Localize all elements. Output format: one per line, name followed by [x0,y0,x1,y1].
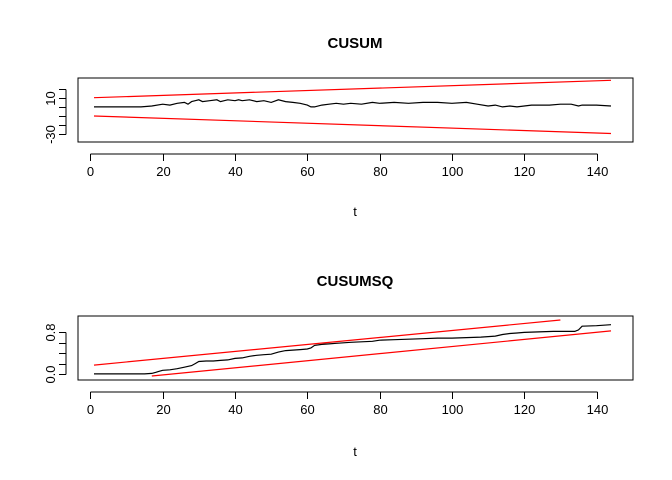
cusumsq-title: CUSUMSQ [317,273,394,290]
cusumsq-panel: CUSUMSQ 0 20 40 60 80 100 120 140 0.0 0.8 t [43,273,634,459]
cusumsq-series-layer [93,319,612,377]
cusumsq-x-tick-label: 20 [156,402,170,417]
cusumsq-x-tick-label: 0 [87,402,94,417]
cusum-x-axis-label: t [353,204,357,219]
cusum-plot-box [77,77,634,143]
cusum-series-layer [93,79,612,135]
cusum-boundary-line-1 [93,79,612,99]
cusum-x-tick-label: 100 [442,164,464,179]
cusumsq-x-tick-label: 60 [300,402,314,417]
cusum-y-tick-label: 10 [43,91,58,105]
cusumsq-x-tick-label: 80 [373,402,387,417]
cusum-x-tick-label: 20 [156,164,170,179]
cusumsq-x-tick-label: 40 [228,402,242,417]
cusumsq-boundary-line-2 [151,330,612,377]
cusum-x-tick-label: 0 [87,164,94,179]
cusumsq-x-tick-label: 100 [442,402,464,417]
cusumsq-y-tick-label: 0.8 [43,323,58,341]
cusum-title: CUSUM [328,35,383,52]
cusumsq-x-axis-label: t [353,444,357,459]
cusum-series-line [94,99,612,108]
cusum-y-axis: -30 10 [43,89,67,144]
cusumsq-boundary-line-1 [93,319,561,366]
cusumsq-x-axis: 0 20 40 60 80 100 120 140 [87,391,609,417]
cusumsq-x-tick-label: 120 [514,402,536,417]
cusum-x-tick-label: 80 [373,164,387,179]
cusum-x-tick-label: 120 [514,164,536,179]
cusum-panel: CUSUM 0 20 40 60 80 100 120 140 -30 10 t [43,35,634,219]
cusum-x-tick-label: 40 [228,164,242,179]
cusum-x-tick-label: 60 [300,164,314,179]
cusum-x-axis: 0 20 40 60 80 100 120 140 [87,153,609,179]
cusumsq-y-axis: 0.0 0.8 [43,323,67,384]
cusumsq-series-line [94,324,612,375]
cusum-boundary-line-2 [93,115,612,135]
cusumsq-y-tick-label: 0.0 [43,365,58,383]
cusumsq-plot-box [77,315,634,381]
cusumsq-x-tick-label: 140 [587,402,609,417]
cusum-x-tick-label: 140 [587,164,609,179]
cusum-y-tick-label: -30 [43,125,58,144]
